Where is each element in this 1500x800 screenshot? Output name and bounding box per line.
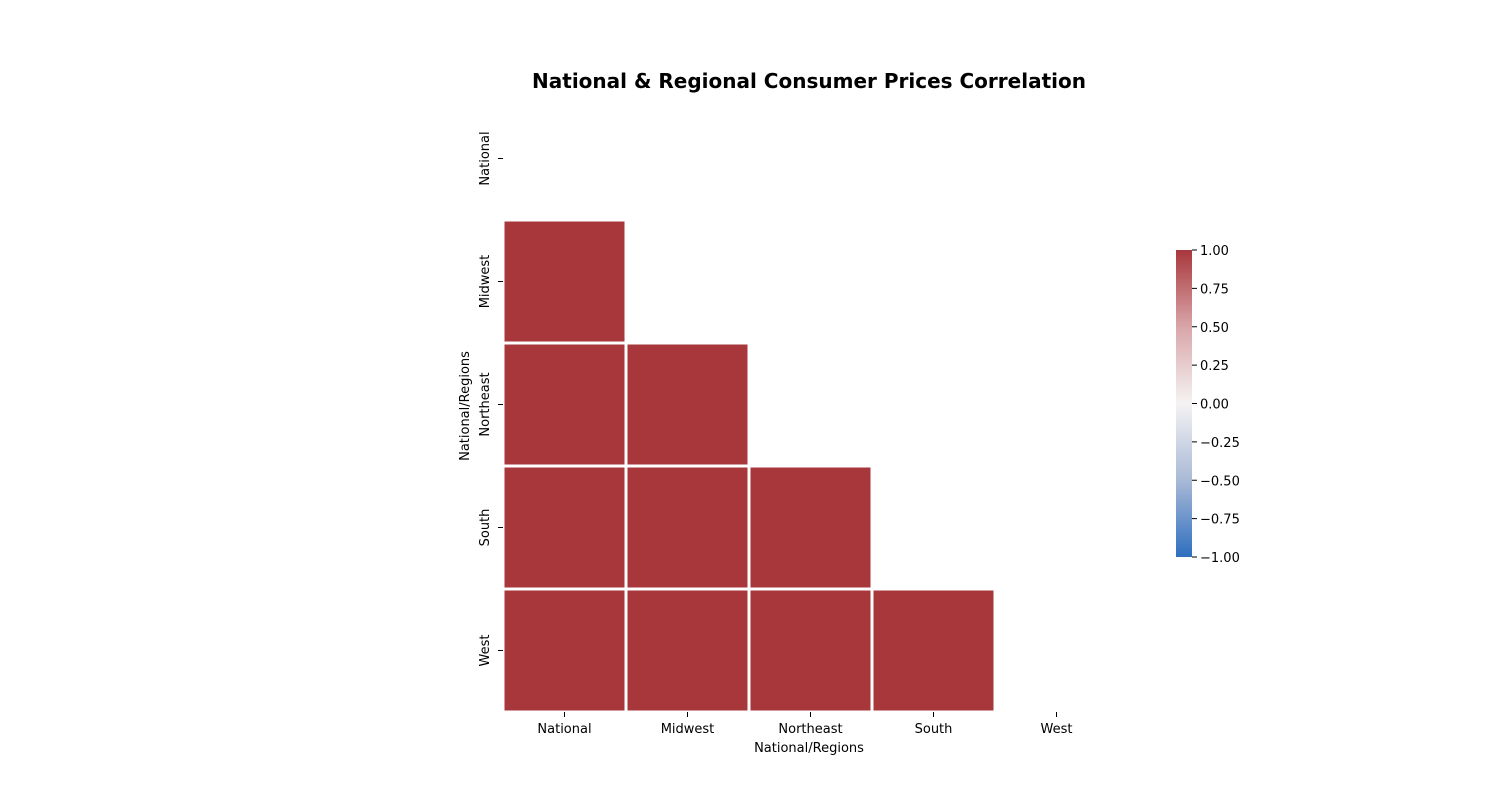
y-tick-label-northeast: Northeast bbox=[478, 372, 493, 436]
y-axis-label: National/Regions bbox=[458, 351, 473, 461]
colorbar-tick-label: 0.50 bbox=[1200, 321, 1229, 336]
heatmap-cell-south-national bbox=[504, 467, 625, 588]
heatmap-cell-south-midwest bbox=[627, 467, 748, 588]
colorbar bbox=[1176, 250, 1192, 557]
heatmap-cell-west-national bbox=[504, 590, 625, 711]
chart-title: National & Regional Consumer Prices Corr… bbox=[532, 69, 1086, 93]
colorbar-tick-label: 0.00 bbox=[1200, 398, 1229, 413]
y-tick-label-west: West bbox=[478, 635, 493, 667]
colorbar-tick-label: −0.25 bbox=[1200, 436, 1240, 451]
x-axis-ticks: National Midwest Northeast South West bbox=[537, 712, 1072, 737]
heatmap-cell-northeast-midwest bbox=[627, 344, 748, 465]
x-tick-label-midwest: Midwest bbox=[661, 722, 715, 737]
colorbar-tick-label: 0.25 bbox=[1200, 359, 1229, 374]
colorbar-tick-label: −1.00 bbox=[1200, 551, 1240, 566]
x-tick-label-northeast: Northeast bbox=[778, 722, 842, 737]
heatmap-cell-south-northeast bbox=[750, 467, 871, 588]
x-tick-label-national: National bbox=[537, 722, 591, 737]
x-axis-label: National/Regions bbox=[754, 741, 864, 756]
colorbar-ticks: 1.00 0.75 0.50 0.25 0.00 −0.25 −0.50 −0.75 −1.00 bbox=[1192, 244, 1240, 566]
heatmap-cell-west-south bbox=[873, 590, 994, 711]
heatmap-cells bbox=[504, 221, 994, 711]
heatmap-cell-midwest-national bbox=[504, 221, 625, 342]
x-tick-label-west: West bbox=[1041, 722, 1073, 737]
heatmap-cell-west-northeast bbox=[750, 590, 871, 711]
colorbar-tick-label: 1.00 bbox=[1200, 244, 1229, 259]
colorbar-tick-label: −0.75 bbox=[1200, 513, 1240, 528]
y-axis-ticks: National Midwest Northeast South West bbox=[478, 131, 503, 666]
y-tick-label-midwest: Midwest bbox=[478, 255, 493, 309]
colorbar-tick-label: −0.50 bbox=[1200, 474, 1240, 489]
y-tick-label-national: National bbox=[478, 131, 493, 185]
y-tick-label-south: South bbox=[478, 509, 493, 547]
heatmap-cell-northeast-national bbox=[504, 344, 625, 465]
heatmap-cell-west-midwest bbox=[627, 590, 748, 711]
colorbar-tick-label: 0.75 bbox=[1200, 282, 1229, 297]
x-tick-label-south: South bbox=[915, 722, 953, 737]
